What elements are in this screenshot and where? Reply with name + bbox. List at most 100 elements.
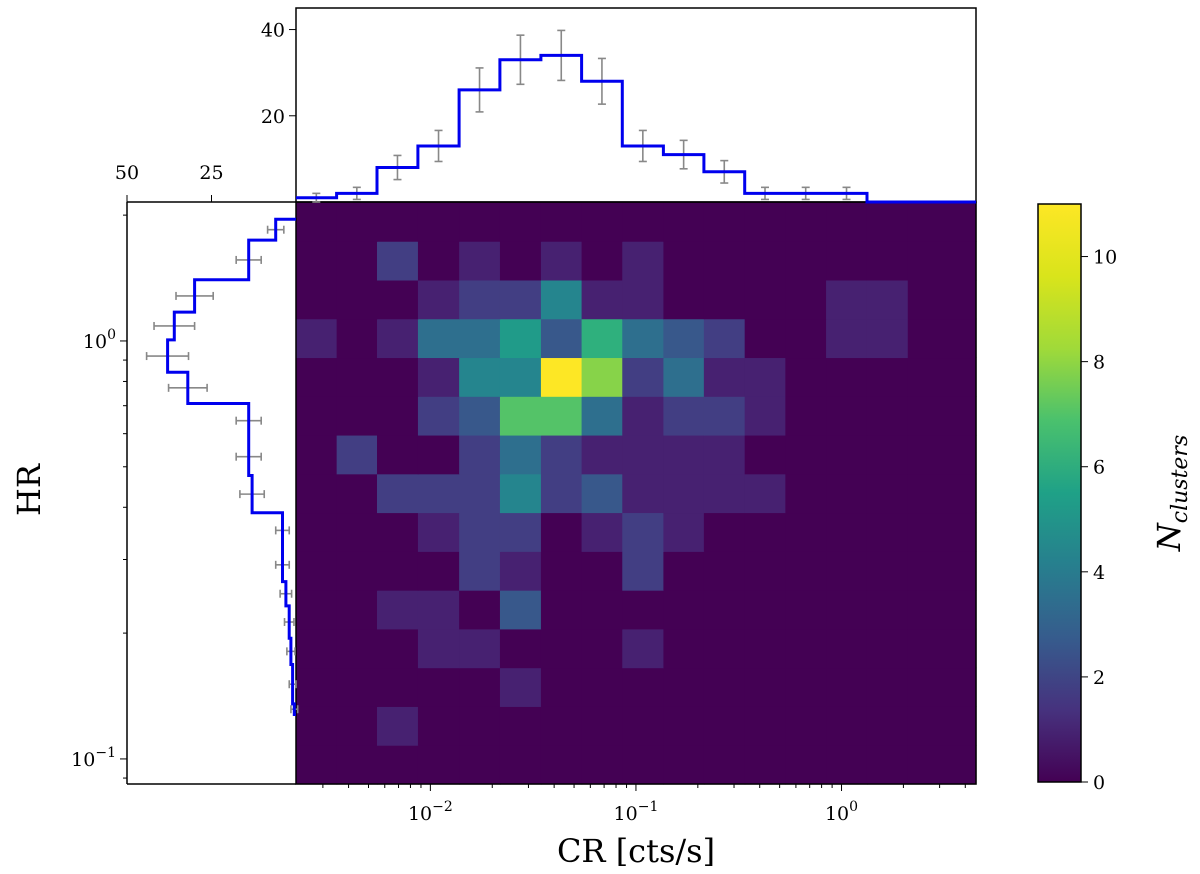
side-x-tick-label: 25 — [199, 162, 223, 184]
heatmap-cell — [703, 357, 746, 397]
heatmap-cell — [459, 551, 501, 591]
heatmap-cell — [785, 551, 827, 591]
heatmap-cell — [785, 745, 827, 785]
heatmap-cell — [866, 396, 909, 436]
heatmap-cell — [417, 202, 460, 242]
heatmap-cell — [296, 551, 338, 591]
heatmap-cell — [785, 590, 827, 630]
heatmap-cell — [417, 357, 460, 397]
y-axis-label: HR — [10, 463, 48, 516]
heatmap-cell — [581, 551, 623, 591]
heatmap-cell — [377, 745, 419, 785]
heatmap-cell — [703, 241, 746, 281]
heatmap-cell — [581, 512, 623, 552]
heatmap-cell — [622, 241, 664, 281]
heatmap-cell — [622, 318, 664, 359]
heatmap-cell — [744, 667, 786, 707]
side-x-tick-label: 50 — [115, 162, 139, 184]
heatmap-cell — [540, 667, 583, 707]
heatmap-cell — [377, 279, 419, 320]
heatmap-cell — [540, 706, 583, 746]
heatmap-cell — [499, 628, 542, 669]
heatmap-cell — [499, 202, 542, 242]
heatmap-cell — [540, 745, 583, 785]
heatmap-cell — [336, 551, 378, 591]
x-axis-label: CR [cts/s] — [557, 832, 715, 870]
heatmap-cell — [336, 628, 378, 669]
heatmap-cell — [336, 357, 378, 397]
heatmap-cell — [417, 551, 460, 591]
heatmap-cell — [459, 357, 501, 397]
heatmap-cell — [499, 357, 542, 397]
heatmap-cell — [499, 667, 542, 707]
heatmap-cell — [785, 667, 827, 707]
heatmap-cell — [540, 202, 583, 242]
heatmap-cell — [581, 706, 623, 746]
heatmap-cell — [377, 241, 419, 281]
heatmap-cell — [744, 706, 786, 746]
heatmap-cell — [826, 241, 868, 281]
heatmap-cell — [826, 706, 868, 746]
colorbar-label-main: N — [1150, 522, 1188, 552]
heatmap-cell — [785, 434, 827, 475]
heatmap-cell — [907, 241, 977, 281]
top-histogram-frame — [295, 7, 977, 203]
heatmap-cell — [336, 512, 378, 552]
heatmap-cell — [907, 706, 977, 746]
x-tick-label: 100 — [825, 799, 858, 825]
heatmap-cell — [581, 279, 623, 320]
heatmap-cell — [336, 667, 378, 707]
heatmap-cell — [826, 434, 868, 475]
heatmap-cell — [866, 318, 909, 359]
heatmap-cell — [826, 202, 868, 242]
heatmap-cell — [703, 512, 746, 552]
heatmap-cell — [296, 745, 338, 785]
colorbar-tick-label: 8 — [1093, 352, 1105, 374]
heatmap-cell — [663, 396, 705, 436]
heatmap-cell — [540, 551, 583, 591]
heatmap-cell — [296, 279, 338, 320]
heatmap-cell — [499, 706, 542, 746]
heatmap-cell — [296, 434, 338, 475]
heatmap-cell — [744, 241, 786, 281]
colorbar — [1037, 203, 1082, 783]
heatmap-cell — [581, 745, 623, 785]
heatmap-cell — [907, 279, 977, 320]
heatmap-cell — [296, 590, 338, 630]
heatmap-cell — [459, 590, 501, 630]
heatmap-cell — [417, 473, 460, 514]
heatmap-cell — [663, 512, 705, 552]
heatmap-cell — [581, 628, 623, 669]
heatmap-cell — [663, 551, 705, 591]
heatmap-cell — [866, 202, 909, 242]
colorbar-tick-label: 0 — [1093, 772, 1105, 794]
heatmap-cell — [581, 473, 623, 514]
heatmap-cell — [744, 473, 786, 514]
heatmap-cell — [459, 512, 501, 552]
heatmap-cell — [377, 434, 419, 475]
heatmap-cell — [703, 745, 746, 785]
heatmap-cell — [866, 512, 909, 552]
heatmap-cell — [499, 551, 542, 591]
heatmap-cell — [663, 202, 705, 242]
heatmap-cell — [785, 473, 827, 514]
heatmap-cell — [866, 357, 909, 397]
side-histogram-step — [166, 217, 296, 716]
heatmap-cell — [744, 434, 786, 475]
heatmap-cell — [540, 318, 583, 359]
heatmap-cell — [459, 241, 501, 281]
heatmap-cell — [785, 706, 827, 746]
heatmap-cell — [622, 357, 664, 397]
heatmap-cell — [296, 357, 338, 397]
heatmap-cell — [499, 241, 542, 281]
heatmap-cell — [622, 279, 664, 320]
heatmap-cell — [826, 745, 868, 785]
heatmap-cell — [785, 279, 827, 320]
heatmap-cell — [622, 667, 664, 707]
heatmap-cell — [499, 434, 542, 475]
heatmap-cell — [377, 628, 419, 669]
side-histogram — [145, 217, 299, 716]
heatmap-cell — [622, 706, 664, 746]
heatmap-cell — [785, 318, 827, 359]
